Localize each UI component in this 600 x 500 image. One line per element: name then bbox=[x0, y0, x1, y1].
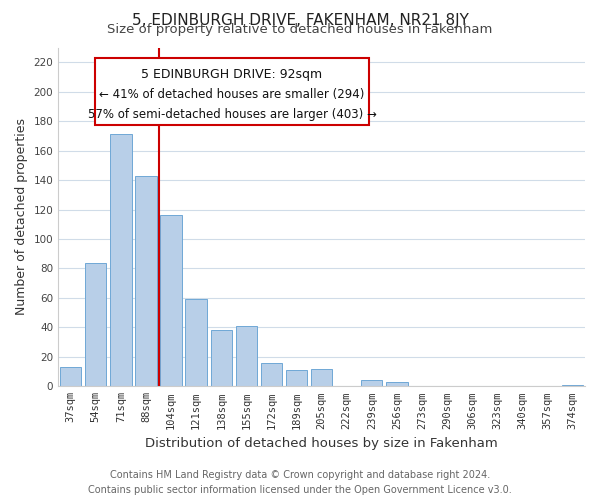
Bar bbox=[286, 370, 307, 386]
Bar bbox=[261, 362, 282, 386]
FancyBboxPatch shape bbox=[95, 58, 369, 126]
Bar bbox=[110, 134, 131, 386]
Text: 5 EDINBURGH DRIVE: 92sqm: 5 EDINBURGH DRIVE: 92sqm bbox=[142, 68, 323, 81]
Bar bbox=[60, 367, 82, 386]
Bar bbox=[85, 262, 106, 386]
Bar bbox=[136, 176, 157, 386]
Text: ← 41% of detached houses are smaller (294): ← 41% of detached houses are smaller (29… bbox=[100, 88, 365, 101]
Bar bbox=[236, 326, 257, 386]
Bar bbox=[160, 216, 182, 386]
Bar bbox=[311, 368, 332, 386]
X-axis label: Distribution of detached houses by size in Fakenham: Distribution of detached houses by size … bbox=[145, 437, 498, 450]
Bar bbox=[211, 330, 232, 386]
Text: 57% of semi-detached houses are larger (403) →: 57% of semi-detached houses are larger (… bbox=[88, 108, 376, 122]
Text: Size of property relative to detached houses in Fakenham: Size of property relative to detached ho… bbox=[107, 22, 493, 36]
Bar bbox=[185, 300, 207, 386]
Bar bbox=[361, 380, 382, 386]
Text: 5, EDINBURGH DRIVE, FAKENHAM, NR21 8JY: 5, EDINBURGH DRIVE, FAKENHAM, NR21 8JY bbox=[131, 12, 469, 28]
Y-axis label: Number of detached properties: Number of detached properties bbox=[15, 118, 28, 316]
Bar bbox=[562, 385, 583, 386]
Bar bbox=[386, 382, 407, 386]
Text: Contains HM Land Registry data © Crown copyright and database right 2024.
Contai: Contains HM Land Registry data © Crown c… bbox=[88, 470, 512, 495]
